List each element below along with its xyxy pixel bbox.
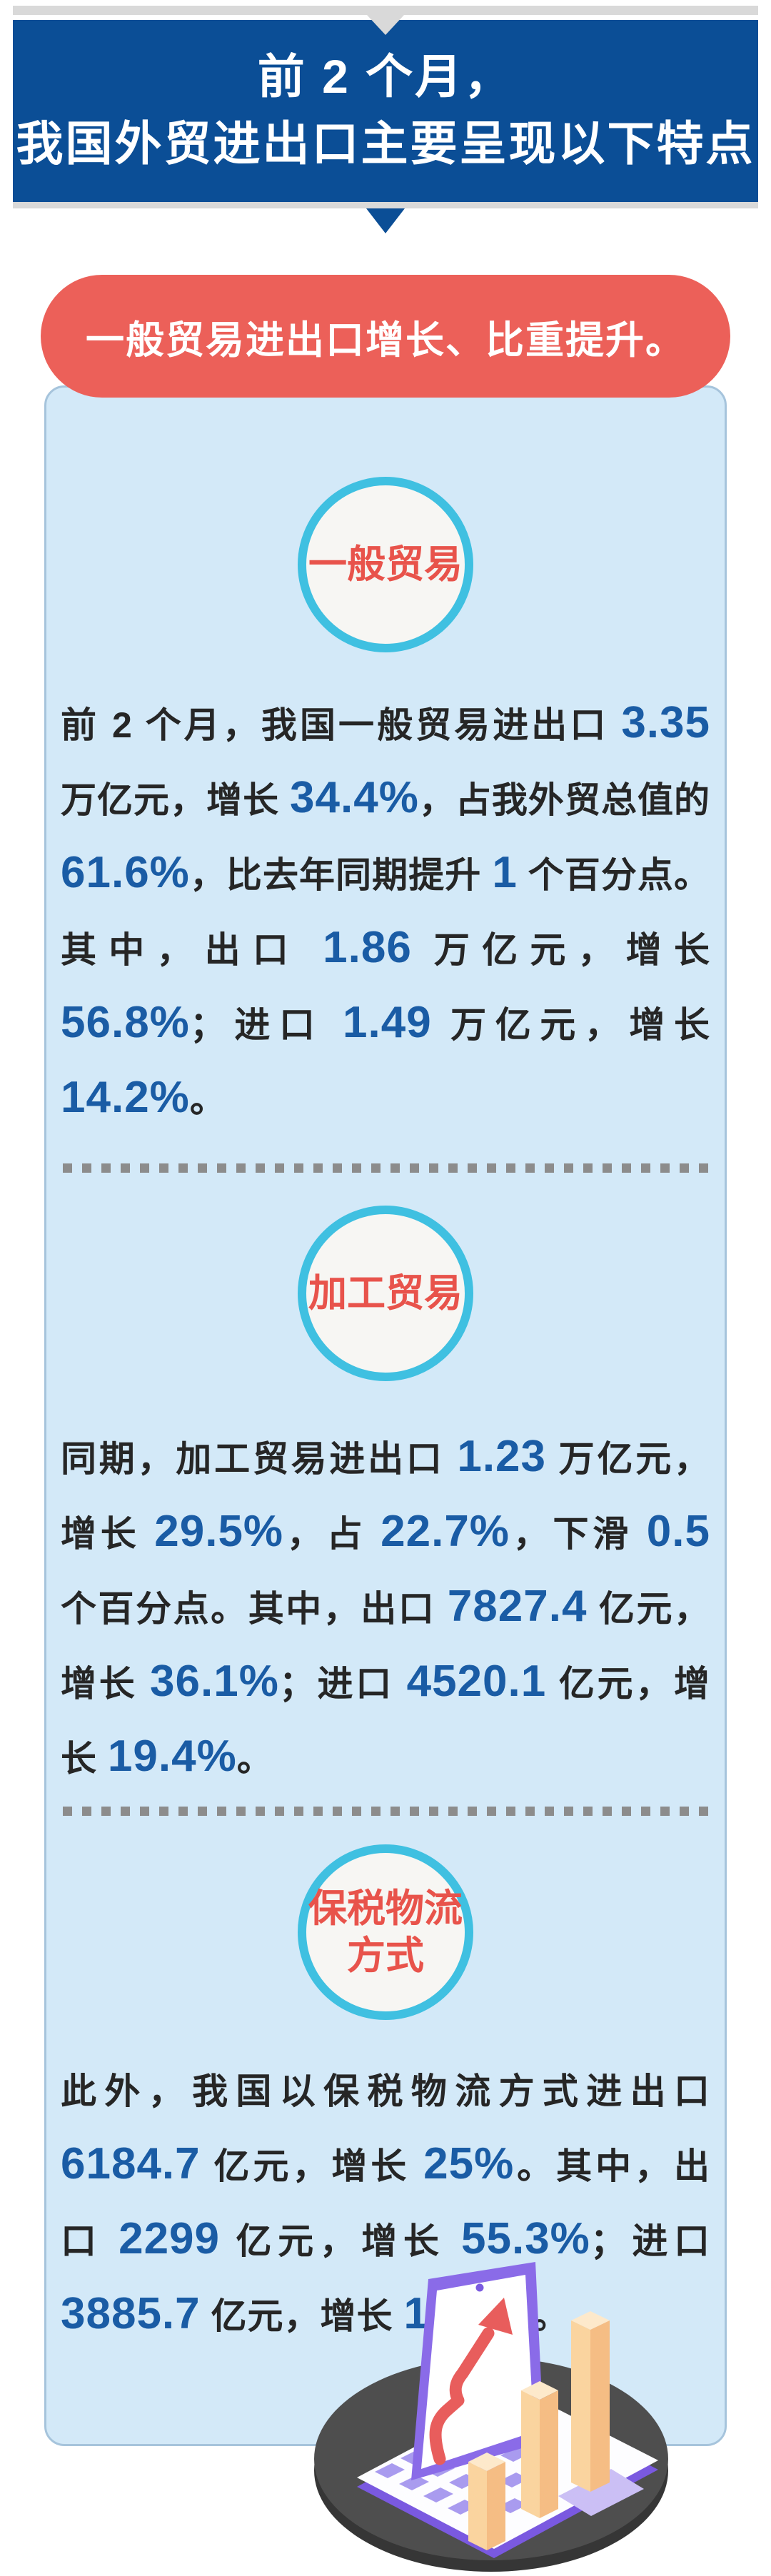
badge-label-line1: 一般贸易 <box>308 543 463 586</box>
badge-general-trade: 一般贸易 <box>298 477 473 652</box>
header: 前 2 个月， 我国外贸进出口主要呈现以下特点 <box>0 6 771 233</box>
section-banner-label: 一般贸易进出口增长、比重提升。 <box>86 318 685 362</box>
growth-arrow-icon <box>429 2298 513 2465</box>
badge-label-line1: 加工贸易 <box>308 1272 463 1315</box>
section-banner: 一般贸易进出口增长、比重提升。 <box>41 275 730 398</box>
badge-bonded-logistics: 保税物流 方式 <box>298 1844 473 2020</box>
top-gray-bar <box>13 6 758 35</box>
bar-chart-icon <box>468 2311 610 2550</box>
trackpad <box>558 2469 644 2516</box>
laptop-chart-illustration <box>314 2262 668 2572</box>
down-arrow-icon <box>366 208 405 233</box>
page-title-line1: 前 2 个月， <box>257 50 514 103</box>
content-panel: 一般贸易 前 2 个月，我国一般贸易进出口 3.35 万亿元，增长 34.4%，… <box>44 385 727 2446</box>
header-bottom-bar <box>13 202 758 208</box>
stat-paragraph-processing-trade: 同期，加工贸易进出口 1.23 万亿元，增长 29.5%，占 22.7%，下滑 … <box>61 1432 710 1781</box>
badge-label-line2: 方式 <box>347 1934 424 1977</box>
infographic-page: { "header": { "title_line1": "前 2 个月，", … <box>0 6 771 2576</box>
badge-label-line1: 保税物流 <box>308 1887 463 1930</box>
section-processing-trade: 加工贸易 同期，加工贸易进出口 1.23 万亿元，增长 29.5%，占 22.7… <box>46 1206 725 1795</box>
laptop-icon <box>357 2262 658 2558</box>
camera-dot-icon <box>475 2283 484 2292</box>
badge-processing-trade: 加工贸易 <box>298 1206 473 1381</box>
notch-triangle-icon <box>367 15 404 35</box>
dashed-divider <box>63 1163 708 1173</box>
stat-paragraph-bonded-logistics: 此外，我国以保税物流方式进出口 6184.7 亿元，增长 25%。其中，出口 2… <box>61 2071 710 2338</box>
section-bonded-logistics: 保税物流 方式 此外，我国以保税物流方式进出口 6184.7 亿元，增长 25%… <box>46 1844 725 2353</box>
title-banner: 前 2 个月， 我国外贸进出口主要呈现以下特点 <box>13 20 758 202</box>
stat-paragraph-general-trade: 前 2 个月，我国一般贸易进出口 3.35 万亿元，增长 34.4%，占我外贸总… <box>61 698 710 1122</box>
dashed-divider <box>63 1807 708 1816</box>
page-title-line2: 我国外贸进出口主要呈现以下特点 <box>16 117 755 170</box>
section-general-trade: 一般贸易 前 2 个月，我国一般贸易进出口 3.35 万亿元，增长 34.4%，… <box>46 477 725 1136</box>
